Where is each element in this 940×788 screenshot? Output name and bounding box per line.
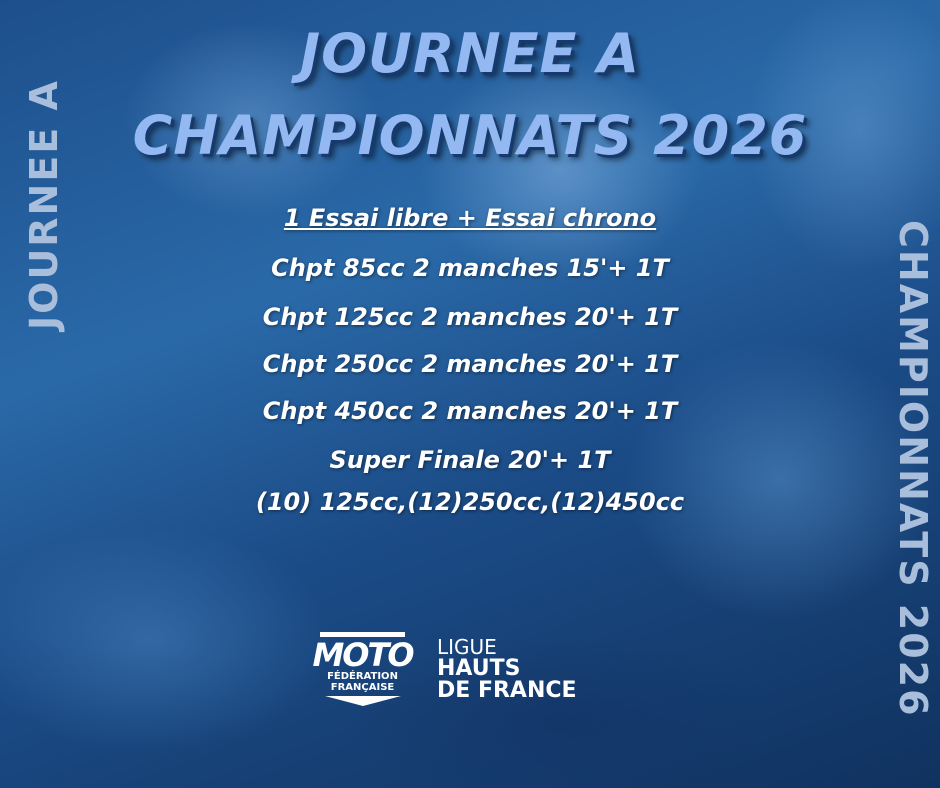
ligue-label: LIGUE bbox=[437, 635, 497, 659]
region-line-2: DE FRANCE bbox=[437, 678, 577, 703]
federation-text: FÉDÉRATION bbox=[327, 671, 398, 682]
schedule-line: (10) 125cc,(12)250cc,(12)450cc bbox=[255, 488, 685, 516]
ffm-ligue-logo: MOTO FÉDÉRATION FRANÇAISE LIGUE HAUTS DE… bbox=[310, 632, 577, 706]
schedule-line: Chpt 85cc 2 manches 15'+ 1T bbox=[271, 254, 669, 282]
moto-wordmark: MOTO bbox=[312, 636, 414, 674]
moto-logo: MOTO FÉDÉRATION FRANÇAISE bbox=[310, 632, 415, 706]
ligue-text: LIGUE HAUTS DE FRANCE bbox=[437, 636, 577, 702]
francaise-text: FRANÇAISE bbox=[330, 682, 395, 693]
schedule-line: Chpt 250cc 2 manches 20'+ 1T bbox=[262, 350, 678, 378]
schedule-line: Super Finale 20'+ 1T bbox=[329, 446, 611, 474]
region-line-1: HAUTS bbox=[437, 656, 521, 681]
chevron-icon bbox=[324, 696, 401, 706]
schedule-line: Chpt 450cc 2 manches 20'+ 1T bbox=[262, 397, 678, 425]
title-line-2: CHAMPIONNATS 2026 bbox=[132, 104, 808, 167]
schedule-line: Chpt 125cc 2 manches 20'+ 1T bbox=[262, 303, 678, 331]
schedule-heading: 1 Essai libre + Essai chrono bbox=[283, 204, 657, 232]
title-line-1: JOURNEE A bbox=[300, 22, 640, 85]
